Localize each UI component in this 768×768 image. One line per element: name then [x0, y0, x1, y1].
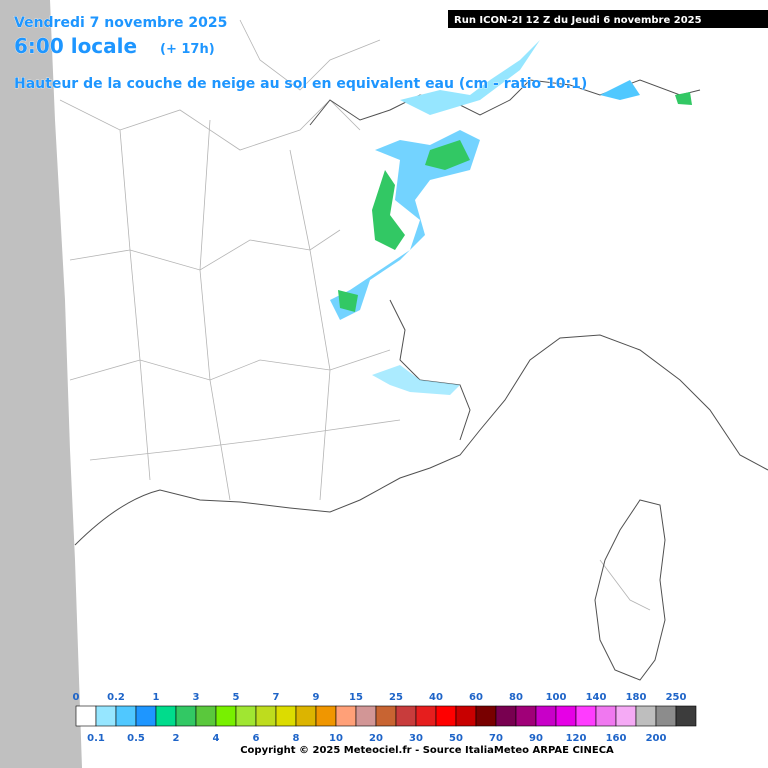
- legend-swatch: [615, 705, 637, 727]
- legend: 0 0.2 1 3 5 7 9 15 25 40 60 80 100 140 180 250 0.1 0.5 2 4 6…: [73, 692, 697, 744]
- lead-time: (+ 17h): [160, 42, 215, 57]
- legend-label: 8: [293, 733, 300, 744]
- legend-swatch: [575, 705, 597, 727]
- legend-label: 3: [193, 692, 200, 703]
- legend-label: 1: [153, 692, 160, 703]
- legend-swatch: [535, 705, 557, 727]
- copyright: Copyright © 2025 Meteociel.fr - Source I…: [240, 745, 614, 756]
- legend-label: 80: [509, 692, 523, 703]
- region-borders: [59, 19, 651, 611]
- legend-label: 6: [253, 733, 260, 744]
- run-label: Run ICON-2I 12 Z du Jeudi 6 novembre 202…: [454, 15, 702, 26]
- legend-label: 15: [349, 692, 363, 703]
- legend-label: 4: [213, 733, 220, 744]
- legend-label: 200: [646, 733, 667, 744]
- legend-swatch: [195, 705, 217, 727]
- legend-swatch: [435, 705, 457, 727]
- legend-label: 2: [173, 733, 180, 744]
- no-data-area: [0, 0, 82, 768]
- legend-label: 70: [489, 733, 503, 744]
- legend-swatch: [155, 705, 177, 727]
- legend-label: 140: [586, 692, 607, 703]
- legend-swatch: [255, 705, 277, 727]
- legend-swatch: [275, 705, 297, 727]
- legend-label: 25: [389, 692, 403, 703]
- legend-swatch: [175, 705, 197, 727]
- legend-swatch: [355, 705, 377, 727]
- legend-swatch: [95, 705, 117, 727]
- legend-swatch: [395, 705, 417, 727]
- legend-label: 30: [409, 733, 423, 744]
- legend-swatch: [335, 705, 357, 727]
- legend-swatch: [115, 705, 137, 727]
- legend-label: 0.1: [87, 733, 105, 744]
- legend-label: 10: [329, 733, 343, 744]
- legend-label: 160: [606, 733, 627, 744]
- legend-swatch: [515, 705, 537, 727]
- legend-label: 0.2: [107, 692, 125, 703]
- legend-label: 60: [469, 692, 483, 703]
- snow-cover: [330, 40, 692, 395]
- legend-swatch: [595, 705, 617, 727]
- legend-label: 120: [566, 733, 587, 744]
- legend-swatch: [635, 705, 657, 727]
- legend-label: 250: [666, 692, 687, 703]
- parameter-title: Hauteur de la couche de neige au sol en …: [14, 76, 587, 92]
- run-box: [448, 10, 768, 28]
- forecast-date: Vendredi 7 novembre 2025: [14, 15, 227, 31]
- legend-swatch: [415, 705, 437, 727]
- legend-swatch: [375, 705, 397, 727]
- legend-label: 9: [313, 692, 320, 703]
- legend-label: 0: [73, 692, 80, 703]
- legend-swatch: [135, 705, 157, 727]
- legend-swatch: [75, 705, 97, 727]
- legend-swatch: [475, 705, 497, 727]
- legend-label: 90: [529, 733, 543, 744]
- legend-label: 180: [626, 692, 647, 703]
- legend-swatch: [315, 705, 337, 727]
- legend-label: 7: [273, 692, 280, 703]
- legend-swatch: [455, 705, 477, 727]
- legend-label: 40: [429, 692, 443, 703]
- legend-swatch: [495, 705, 517, 727]
- legend-swatch: [235, 705, 257, 727]
- legend-label: 20: [369, 733, 383, 744]
- legend-swatch: [555, 705, 577, 727]
- legend-label: 100: [546, 692, 567, 703]
- legend-swatch: [675, 705, 697, 727]
- legend-label: 0.5: [127, 733, 145, 744]
- legend-swatch: [295, 705, 317, 727]
- legend-swatch: [215, 705, 237, 727]
- legend-swatch: [655, 705, 677, 727]
- legend-label: 50: [449, 733, 463, 744]
- legend-label: 5: [233, 692, 240, 703]
- forecast-time: 6:00 locale: [14, 34, 137, 58]
